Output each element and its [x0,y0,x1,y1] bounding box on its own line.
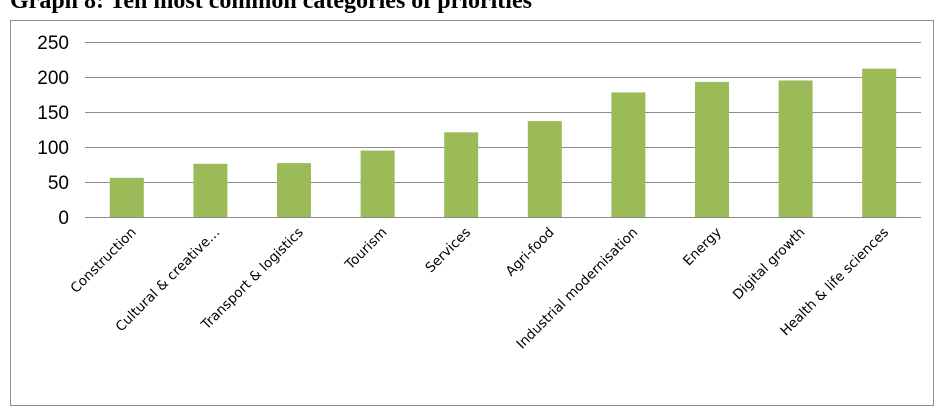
bar-7 [695,81,729,218]
chart-area: 0 50 100 150 200 250 Construction Cultural & c… [10,20,934,406]
x-tick-label: Tourism [341,225,390,274]
chart-title: Graph 8: Ten most common categories of p… [10,0,532,14]
bar-3 [360,150,395,217]
x-tick-label: Energy [680,225,725,270]
x-tick-label: Construction [68,225,140,297]
bar-1 [193,163,228,217]
y-tick-label: 50 [48,173,69,194]
bar-0 [109,177,144,217]
x-tick-label: Digital growth [730,225,809,304]
bar-9 [862,68,897,217]
y-tick-label: 0 [58,208,69,229]
bar-5 [527,121,562,217]
y-tick-label: 150 [37,103,69,124]
bar-8 [778,80,813,217]
y-axis-ticks: 0 50 100 150 200 250 [37,33,69,229]
bar-4 [444,132,479,217]
x-tick-label: Agri-food [503,225,558,280]
bars [109,68,897,218]
y-tick-label: 200 [37,68,69,89]
bar-6 [611,92,646,217]
y-tick-label: 250 [37,33,69,54]
bar-2 [277,163,311,217]
y-tick-label: 100 [37,138,69,159]
x-tick-label: Services [422,225,474,277]
